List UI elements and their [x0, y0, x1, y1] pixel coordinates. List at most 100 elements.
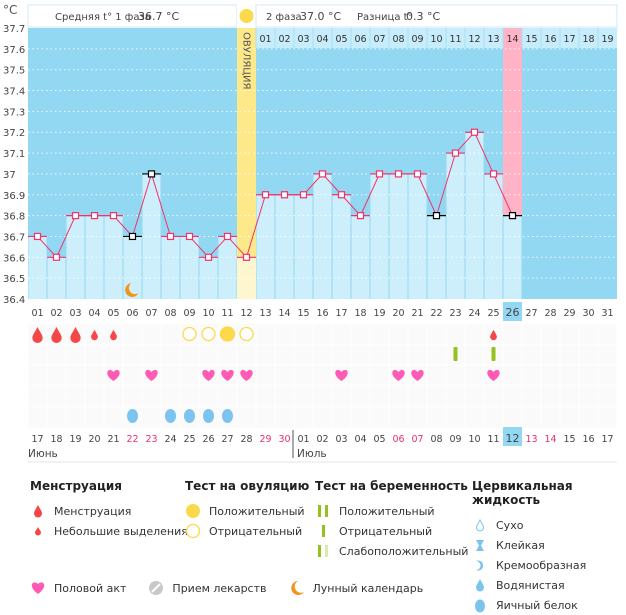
- y-tick-label: 37.3: [3, 107, 25, 118]
- negative-circle-icon: [185, 523, 201, 539]
- phase2-day-label: 12: [468, 34, 480, 45]
- date-label: 24: [164, 434, 176, 445]
- date-label: 27: [221, 434, 233, 445]
- bar: [351, 215, 370, 299]
- bar: [123, 236, 142, 299]
- phase2-value: 37.0 °C: [300, 10, 341, 23]
- legend-item: Сухо: [496, 518, 524, 532]
- heart-icon: [487, 369, 500, 381]
- date-label: 29: [259, 434, 271, 445]
- legend-item: Водянистая: [496, 578, 565, 592]
- date-label: 18: [50, 434, 62, 445]
- cycle-day-label: 22: [430, 308, 442, 319]
- temperature-point: [318, 170, 327, 178]
- temperature-point: [166, 232, 175, 241]
- temperature-point: [337, 191, 346, 199]
- cycle-day-label: 24: [468, 308, 480, 319]
- legend-item: Лунный календарь: [312, 581, 424, 595]
- bar: [180, 236, 199, 299]
- bar: [85, 215, 104, 299]
- date-label: 05: [373, 434, 385, 445]
- moon-icon: [289, 580, 305, 596]
- cycle-day-label: 23: [449, 308, 461, 319]
- cycle-day-label: 18: [354, 308, 366, 319]
- cycle-day-label: 03: [69, 308, 81, 319]
- temperature-point: [71, 212, 80, 220]
- temperature-point: [299, 191, 308, 199]
- bar: [484, 173, 503, 299]
- pill-icon: [148, 580, 164, 596]
- heart-icon: [411, 369, 424, 381]
- y-tick-label: 36.9: [3, 191, 25, 202]
- phase2-day-label: 05: [335, 34, 347, 45]
- temperature-point: [204, 253, 213, 261]
- bar: [237, 257, 256, 299]
- egg-white-icon: [203, 409, 214, 423]
- creamy-icon: [472, 559, 488, 572]
- bar: [503, 215, 522, 299]
- positive-circle-icon: [185, 503, 201, 519]
- temperature-point: [52, 253, 61, 261]
- cycle-day-label: 16: [316, 308, 328, 319]
- cycle-day-label: 25: [487, 308, 499, 319]
- phase2-day-label: 09: [411, 34, 423, 45]
- temperature-point: [128, 232, 137, 241]
- cycle-day-label: 17: [335, 308, 347, 319]
- date-label: 26: [202, 434, 214, 445]
- temperature-point: [432, 212, 441, 220]
- heart-icon: [392, 369, 405, 381]
- legend-item: Положительный: [209, 504, 305, 518]
- date-label: 13: [525, 434, 537, 445]
- legend-item: Отрицательный: [339, 524, 433, 538]
- egg-white-icon: [472, 598, 488, 613]
- legend-title: Менструация: [30, 479, 122, 493]
- temperature-point: [261, 191, 270, 199]
- ovulation-negative-icon: [239, 326, 254, 342]
- phase2-day-label: 04: [316, 34, 328, 45]
- y-tick-label: 36.4: [3, 295, 25, 306]
- date-label: 15: [563, 434, 575, 445]
- ovulation-band: [237, 28, 256, 258]
- cycle-day-label: 04: [88, 308, 100, 319]
- header-phase2: [255, 4, 618, 28]
- cycle-day-label: 12: [240, 308, 252, 319]
- cycle-day-label: 08: [164, 308, 176, 319]
- ovulation-label: ОВУЛЯЦИЯ: [241, 32, 252, 90]
- phase2-label: 2 фаза: [266, 12, 302, 23]
- temperature-point: [413, 170, 422, 178]
- egg-white-icon: [184, 409, 195, 423]
- small-blood-drop-icon: [91, 329, 98, 341]
- phase2-day-label: 10: [430, 34, 442, 45]
- cycle-day-label: 19: [373, 308, 385, 319]
- date-label: 25: [183, 434, 195, 445]
- phase2-day-label: 15: [525, 34, 537, 45]
- sun-icon: [239, 9, 254, 23]
- temperature-point: [470, 128, 479, 136]
- cycle-day-label: 20: [392, 308, 404, 319]
- temperature-point: [451, 149, 460, 157]
- legend-item: Прием лекарств: [172, 581, 267, 595]
- legend-ovulation-test: Тест на овуляцию Положительный Отрицател…: [185, 479, 309, 541]
- egg-white-icon: [127, 409, 138, 423]
- date-label: 12: [506, 432, 520, 445]
- heart-icon: [107, 369, 120, 381]
- bar: [313, 173, 332, 299]
- symbols-grid: [28, 324, 617, 428]
- cycle-day-label: 07: [145, 308, 157, 319]
- ovulation-positive-icon: [219, 326, 236, 342]
- legend-item: Небольшие выделения: [54, 524, 188, 538]
- phase1-label: Средняя t° 1 фаза: [55, 12, 151, 23]
- temperature-point: [508, 212, 517, 220]
- cycle-day-label: 31: [601, 308, 613, 319]
- y-tick-label: 36.5: [3, 274, 25, 285]
- phase2-day-label: 08: [392, 34, 404, 45]
- date-label: 16: [582, 434, 594, 445]
- bar: [332, 194, 351, 299]
- heart-icon: [202, 369, 215, 381]
- date-label: 01: [297, 434, 309, 445]
- cycle-day-label: 10: [202, 308, 214, 319]
- cycle-day-label: 29: [563, 308, 575, 319]
- date-label: 09: [449, 434, 461, 445]
- bar: [408, 173, 427, 299]
- one-bar-icon: [315, 524, 331, 538]
